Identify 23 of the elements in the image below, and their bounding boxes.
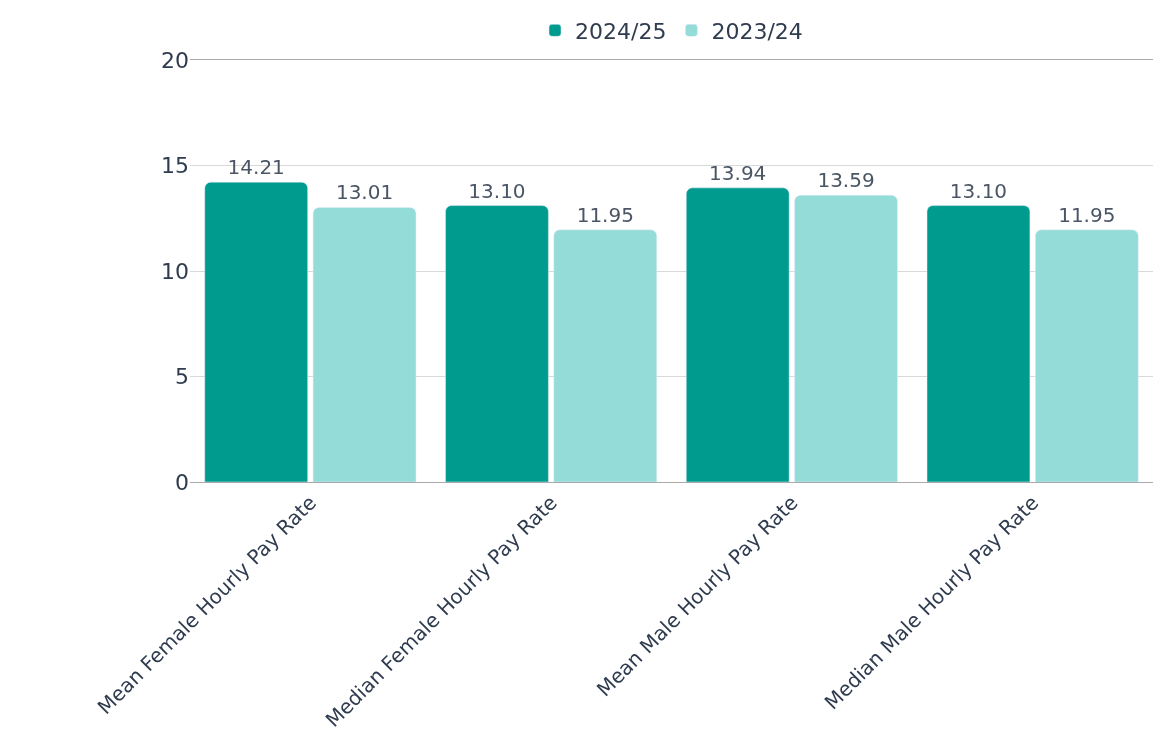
y-tick-label: 15 <box>161 153 189 179</box>
bar <box>204 181 308 482</box>
data-label: 13.59 <box>817 168 875 193</box>
legend-label: 2024/25 <box>575 18 667 44</box>
data-label: 13.01 <box>335 180 394 205</box>
legend-label: 2023/24 <box>711 18 803 44</box>
data-label: 14.21 <box>227 155 285 180</box>
bar <box>553 229 657 482</box>
bar <box>1035 229 1139 482</box>
y-tick-label: 10 <box>161 258 189 284</box>
y-tick-label: 5 <box>175 364 189 390</box>
bar <box>312 207 417 482</box>
bar <box>686 187 790 482</box>
data-label: 11.95 <box>1058 202 1116 227</box>
bar <box>445 205 549 482</box>
bar <box>926 205 1031 482</box>
data-label: 13.10 <box>468 178 526 203</box>
y-tick-label: 0 <box>175 469 189 495</box>
data-label: 13.94 <box>709 160 767 185</box>
y-tick-label: 20 <box>161 47 189 73</box>
data-label: 13.10 <box>949 178 1008 203</box>
data-label: 11.95 <box>576 202 634 227</box>
bar <box>794 195 898 482</box>
